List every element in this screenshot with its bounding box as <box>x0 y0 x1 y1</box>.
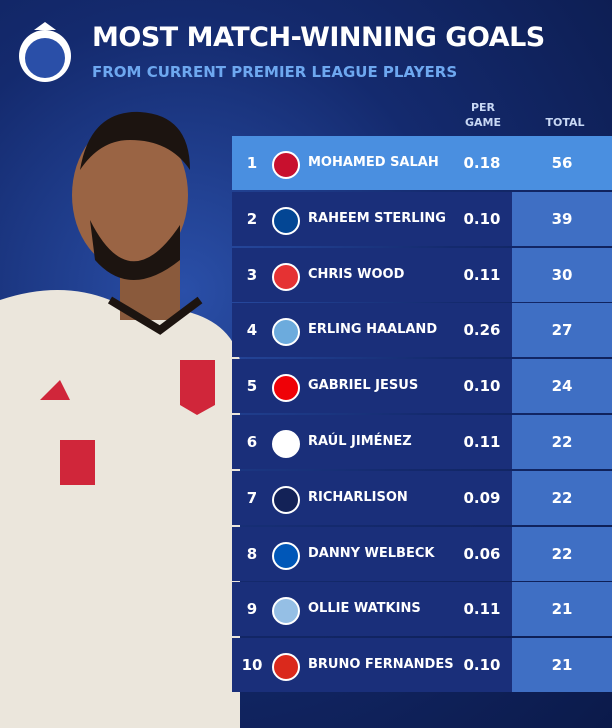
table-row: 6 RAÚL JIMÉNEZ 0.11 22 <box>232 415 612 469</box>
player-name: MOHAMED SALAH <box>308 155 439 170</box>
per-game: 0.06 <box>463 544 501 563</box>
rank: 8 <box>246 544 258 563</box>
rank: 9 <box>246 600 258 619</box>
total-cell-bg <box>512 191 612 246</box>
rank: 3 <box>246 265 258 284</box>
player-name: GABRIEL JESUS <box>308 378 419 394</box>
club-badge <box>272 430 300 458</box>
table-row: 5 GABRIEL JESUS 0.10 24 <box>232 359 612 414</box>
club-badge <box>272 318 300 347</box>
table-row: 7 RICHARLISON 0.09 22 <box>232 470 612 525</box>
club-badge <box>272 262 300 291</box>
total-cell-bg <box>512 582 612 637</box>
total: 21 <box>551 656 573 675</box>
total: 22 <box>551 488 573 507</box>
total-cell-bg <box>512 526 612 581</box>
rank: 7 <box>246 488 258 507</box>
player-name: RICHARLISON <box>308 489 408 505</box>
player-photo <box>0 111 240 728</box>
total-cell-bg <box>512 415 612 469</box>
club-badge <box>272 653 300 682</box>
total-cell-bg <box>512 247 612 302</box>
total: 27 <box>551 321 573 340</box>
total-cell-bg <box>512 638 612 693</box>
total-cell-bg <box>512 470 612 525</box>
total-cell-bg <box>512 359 612 414</box>
rank: 10 <box>241 656 263 675</box>
per-game: 0.11 <box>463 433 501 451</box>
player-name: OLLIE WATKINS <box>308 601 421 617</box>
club-badge <box>272 597 300 626</box>
per-game: 0.11 <box>463 600 501 619</box>
rank: 1 <box>246 154 258 172</box>
total: 56 <box>551 154 573 172</box>
table-row: 2 RAHEEM STERLING 0.10 39 <box>232 191 612 246</box>
player-name: DANNY WELBECK <box>308 545 435 561</box>
table-row: 10 BRUNO FERNANDES 0.10 21 <box>232 638 612 693</box>
per-game: 0.26 <box>463 321 501 340</box>
column-header: PER GAME <box>464 101 501 129</box>
club-badge <box>272 206 300 235</box>
club-badge <box>272 485 300 514</box>
rank: 2 <box>246 209 258 228</box>
club-badge <box>272 374 300 403</box>
total-cell-bg <box>512 303 612 358</box>
total: 22 <box>551 544 573 563</box>
per-game: 0.09 <box>463 488 501 507</box>
player-name: CHRIS WOOD <box>308 266 405 282</box>
per-game: 0.11 <box>463 265 501 284</box>
rank: 4 <box>246 321 258 340</box>
rank: 5 <box>246 377 258 396</box>
total: 22 <box>551 433 573 451</box>
table-row: 8 DANNY WELBECK 0.06 22 <box>232 526 612 581</box>
total: 24 <box>551 377 573 396</box>
club-badge <box>272 151 300 179</box>
league-logo <box>19 22 71 82</box>
player-name: RAÚL JIMÉNEZ <box>308 434 412 449</box>
rank: 6 <box>246 433 258 451</box>
total-cell-bg <box>512 136 612 190</box>
per-game: 0.10 <box>463 377 501 396</box>
column-header: TOTAL <box>545 116 585 129</box>
player-name: BRUNO FERNANDES <box>308 657 454 673</box>
per-game: 0.10 <box>463 656 501 675</box>
table-row: 4 ERLING HAALAND 0.26 27 <box>232 303 612 358</box>
title: MOST MATCH-WINNING GOALS <box>92 22 545 53</box>
per-game: 0.10 <box>463 209 501 228</box>
player-name: ERLING HAALAND <box>308 322 438 338</box>
table-row: 9 OLLIE WATKINS 0.11 21 <box>232 582 612 637</box>
subtitle: FROM CURRENT PREMIER LEAGUE PLAYERS <box>92 63 458 81</box>
club-badge <box>272 541 300 570</box>
per-game: 0.18 <box>463 154 501 172</box>
total: 21 <box>551 600 573 619</box>
table-row: 1 MOHAMED SALAH 0.18 56 <box>232 136 612 190</box>
total: 39 <box>551 209 573 228</box>
total: 30 <box>551 265 573 284</box>
player-name: RAHEEM STERLING <box>308 210 446 226</box>
table-row: 3 CHRIS WOOD 0.11 30 <box>232 247 612 302</box>
